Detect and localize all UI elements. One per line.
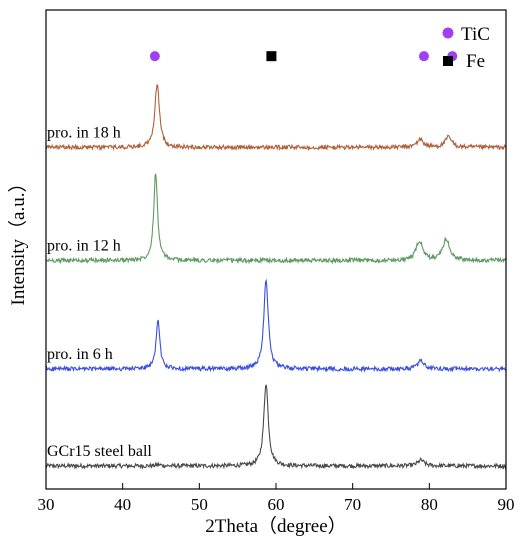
tic-phase-marker [149,51,160,62]
series-layer [45,84,507,470]
series-label: pro. in 12 h [47,237,121,254]
x-tick-label: 60 [268,495,285,514]
legend-tic-label: TiC [461,24,490,45]
legend: TiC Fe [442,24,490,72]
x-tick-label: 30 [38,495,55,514]
series-line [45,84,507,152]
series-labels: GCr15 steel ball pro. in 6 h pro. in 12 h p… [47,124,152,460]
x-tick-label: 80 [421,495,438,514]
legend-tic-marker [442,27,454,39]
fe-phase-marker [266,51,277,62]
x-axis-ticks: 30 40 50 60 70 80 90 [38,483,515,514]
x-tick-label: 90 [498,495,515,514]
x-tick-label: 40 [114,495,131,514]
series-line [45,278,507,373]
legend-fe-marker [443,56,453,66]
series-line [45,384,507,470]
x-tick-label: 70 [344,495,361,514]
series-label: pro. in 18 h [47,124,121,141]
x-axis-title: 2Theta（degree） [205,515,346,537]
series-line [45,173,507,265]
tic-phase-marker [418,51,429,62]
phase-markers [149,51,458,62]
x-tick-label: 50 [191,495,208,514]
series-label: GCr15 steel ball [47,443,152,460]
legend-fe-label: Fe [466,51,485,72]
y-axis-title: Intensity（a.u.） [7,174,29,306]
series-label: pro. in 6 h [47,346,113,363]
